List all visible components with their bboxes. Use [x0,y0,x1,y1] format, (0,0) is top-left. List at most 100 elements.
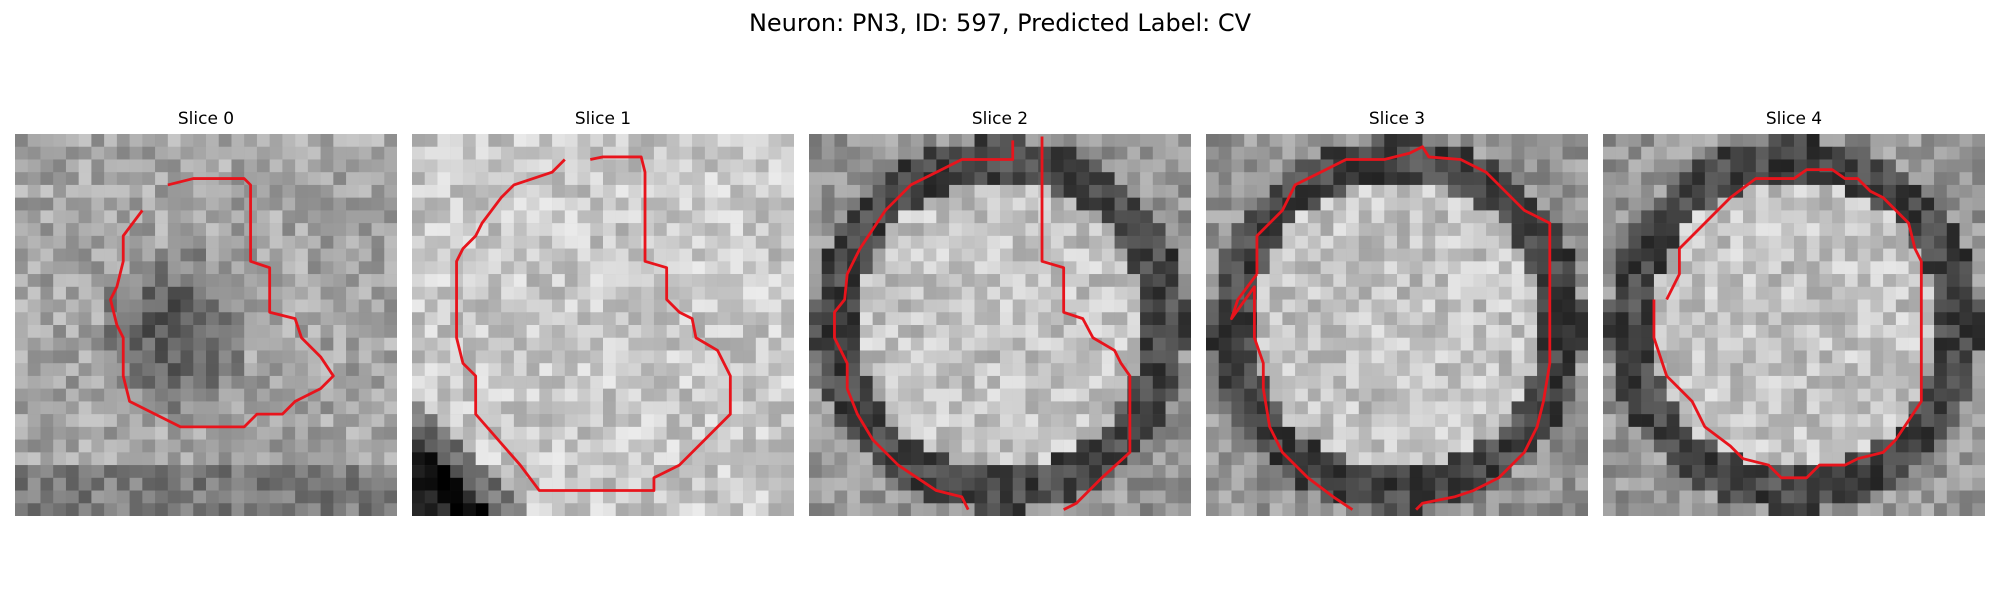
image-pixel [615,375,629,389]
image-pixel [1206,172,1219,186]
image-pixel [1000,388,1013,402]
image-pixel [282,325,296,338]
image-pixel [244,363,258,377]
image-pixel [231,401,245,415]
image-pixel [898,223,912,237]
image-pixel [333,184,347,198]
image-pixel [1231,235,1245,249]
image-pixel [1218,274,1232,288]
image-pixel [1870,235,1884,249]
image-pixel [307,414,321,428]
image-pixel [872,401,886,415]
image-pixel [590,274,604,288]
image-pixel [1165,159,1179,173]
image-pixel [1908,465,1922,479]
image-pixel [475,299,489,313]
image-pixel [704,439,718,453]
image-pixel [859,312,873,326]
image-pixel [1575,375,1588,389]
image-pixel [1575,134,1588,147]
image-pixel [653,439,667,453]
image-pixel [167,465,181,479]
image-pixel [1460,337,1474,351]
image-pixel [193,274,207,288]
image-pixel [1692,477,1706,491]
image-pixel [65,184,79,198]
image-pixel [40,235,54,249]
image-pixel [847,159,861,173]
image-pixel [768,312,782,326]
image-pixel [91,337,105,351]
image-pixel [1140,375,1154,389]
image-pixel [1206,146,1219,160]
image-pixel [1063,286,1077,300]
image-pixel [358,286,372,300]
image-pixel [40,274,54,288]
image-pixel [78,197,92,211]
image-pixel [885,223,899,237]
image-pixel [1524,184,1538,198]
image-pixel [1781,312,1795,326]
image-pixel [1089,299,1103,313]
image-pixel [104,439,118,453]
image-pixel [1934,363,1948,377]
image-pixel [1498,286,1512,300]
image-pixel [1269,325,1283,338]
image-pixel [1730,426,1744,440]
image-pixel [809,452,822,466]
image-pixel [1819,375,1833,389]
image-pixel [1857,159,1871,173]
image-pixel [872,146,886,160]
image-pixel [1447,375,1461,389]
image-pixel [653,235,667,249]
image-pixel [923,299,937,313]
image-pixel [78,363,92,377]
image-pixel [193,465,207,479]
image-pixel [1946,274,1960,288]
image-pixel [653,210,667,224]
image-pixel [1244,375,1258,389]
image-pixel [1346,223,1360,237]
image-pixel [116,414,130,428]
image-pixel [1089,159,1103,173]
image-pixel [1409,363,1423,377]
image-pixel [704,159,718,173]
image-pixel [1000,159,1013,173]
image-pixel [1256,490,1270,504]
image-pixel [1666,325,1680,338]
image-pixel [91,426,105,440]
image-pixel [1511,325,1525,338]
image-pixel [1549,388,1563,402]
image-pixel [1883,477,1897,491]
image-pixel [1653,490,1667,504]
image-pixel [1358,490,1372,504]
image-pixel [1934,146,1948,160]
image-pixel [307,159,321,173]
image-pixel [1946,350,1960,364]
image-pixel [1730,248,1744,262]
image-pixel [910,134,924,147]
image-pixel [768,159,782,173]
image-pixel [1447,261,1461,275]
image-pixel [424,159,438,173]
image-pixel [910,414,924,428]
image-pixel [1422,261,1436,275]
image-pixel [730,414,744,428]
image-pixel [1870,490,1884,504]
image-pixel [1089,235,1103,249]
image-pixel [1178,350,1191,364]
image-pixel [1269,452,1283,466]
image-pixel [1333,299,1347,313]
image-pixel [1140,312,1154,326]
image-pixel [1063,325,1077,338]
image-pixel [104,350,118,364]
image-pixel [1422,337,1436,351]
slice-panel-4: Slice 4 [1603,108,1985,516]
image-pixel [577,223,591,237]
image-pixel [910,503,924,516]
image-pixel [641,439,655,453]
image-pixel [653,363,667,377]
image-pixel [1346,363,1360,377]
image-pixel [1679,172,1693,186]
image-pixel [78,235,92,249]
